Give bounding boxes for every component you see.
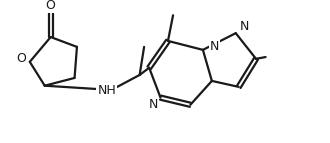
Text: O: O [16,52,26,65]
Text: NH: NH [97,84,116,97]
Text: N: N [148,98,158,111]
Text: N: N [240,20,249,33]
Text: N: N [210,40,219,53]
Text: O: O [46,0,56,12]
